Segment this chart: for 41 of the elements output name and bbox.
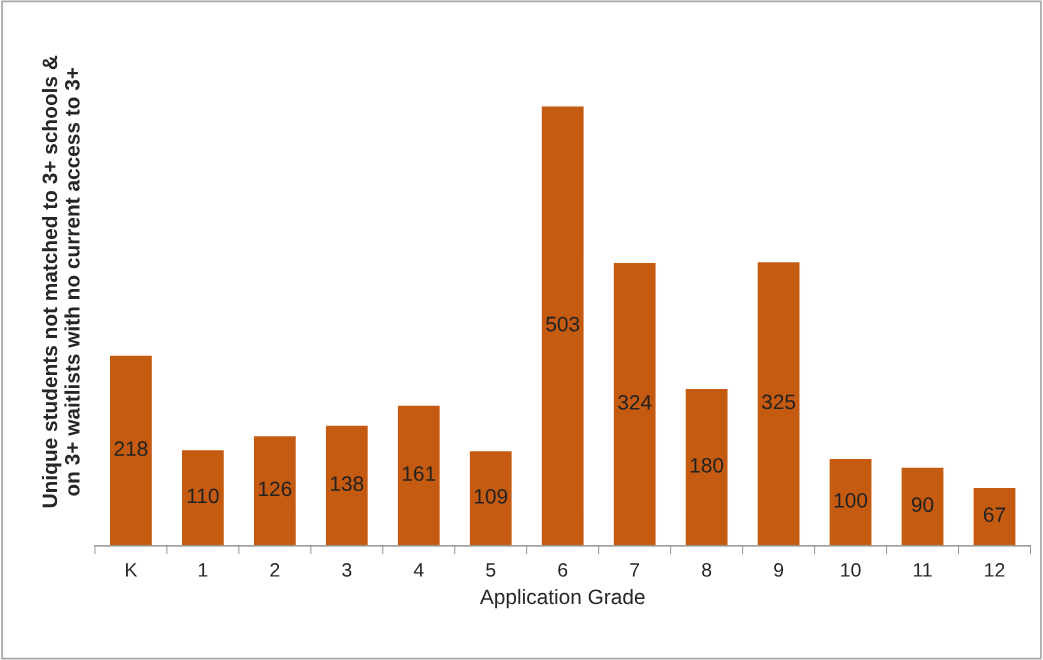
x-tick-label: 2 [270,563,280,577]
bar [180,448,226,546]
x-tick-label: 3 [342,563,352,577]
bar [252,434,298,546]
data-label: 126 [259,481,292,497]
x-axis-title: Application Grade [479,588,645,609]
data-label: 218 [114,441,148,457]
data-label: 324 [618,394,652,410]
bar [468,449,514,546]
data-label: 503 [546,316,580,332]
x-tick-label: 9 [774,563,784,577]
x-tick-label: 12 [985,563,1005,577]
bar [828,457,873,546]
bar [396,404,442,546]
bar [324,424,370,546]
data-label: 180 [690,457,724,473]
bar [900,466,945,546]
data-label: 110 [187,488,219,504]
data-label: 67 [983,507,1006,523]
bar [612,261,657,546]
bar [108,354,154,546]
bar [540,105,585,546]
bar [684,387,729,546]
x-tick-label: 4 [413,563,424,577]
data-label: 90 [911,497,934,513]
data-label: 109 [474,488,508,504]
x-tick-label: 6 [558,563,568,577]
x-tick-label: 5 [486,563,496,577]
data-label: 161 [402,466,436,481]
x-tick-label: 7 [630,563,640,577]
x-tick-label: 1 [198,563,208,577]
x-tick-label: 10 [841,563,861,577]
data-label: 100 [834,492,868,508]
x-tick-label: K [126,563,138,577]
data-label: 138 [331,476,364,492]
x-tick-label: 11 [913,563,932,577]
data-label: 325 [762,394,796,410]
bar [972,486,1017,546]
y-axis-title: Unique students not matched to 3+ schools & on 3+ waitlists with no current access to 3+ [41,55,80,508]
x-tick-label: 8 [702,563,712,577]
bar [756,260,801,546]
